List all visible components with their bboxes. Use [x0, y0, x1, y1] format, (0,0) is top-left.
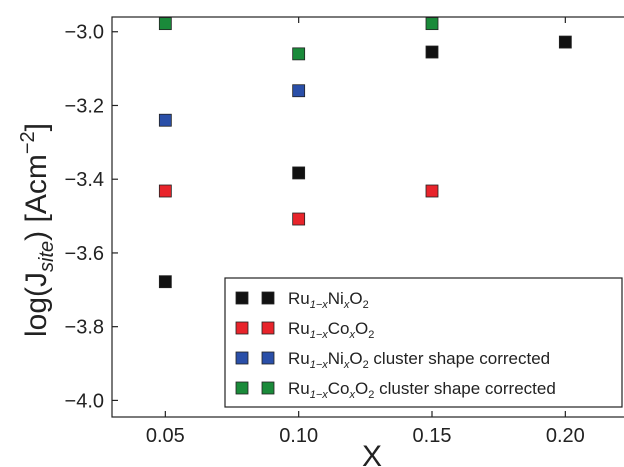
y-tick-label: −3.6 — [65, 243, 104, 265]
point-ru-ni — [292, 166, 306, 180]
y-tick-label: −3.2 — [65, 95, 104, 117]
legend-marker-ru-co — [261, 321, 275, 335]
legend-marker-ru-ni — [235, 291, 249, 305]
x-tick-label: 0.05 — [146, 425, 185, 447]
legend-marker-ru-ni — [261, 291, 275, 305]
plot-area — [111, 16, 624, 418]
legend-marker-ru-co-corrected — [261, 381, 275, 395]
legend-label-ru-co-corrected: Ru1−xCoxO2 cluster shape corrected — [288, 379, 556, 401]
legend-marker-ru-ni-corrected — [261, 351, 275, 365]
legend-label-ru-ni: Ru1−xNixO2 — [288, 289, 369, 311]
y-tick-label: −3.4 — [65, 169, 104, 191]
y-axis-title-subscript: site — [36, 241, 58, 272]
point-ru-co — [158, 184, 172, 198]
legend-label-ru-ni-corrected: Ru1−xNixO2 cluster shape corrected — [288, 349, 550, 371]
x-tick-label: 0.20 — [546, 425, 585, 447]
point-ru-ni-corrected — [158, 113, 172, 127]
x-tick-label: 0.10 — [279, 425, 318, 447]
x-axis-title: X — [362, 440, 382, 467]
point-ru-co-corrected — [292, 47, 306, 61]
point-ru-co-corrected — [158, 17, 172, 31]
legend-marker-ru-co — [235, 321, 249, 335]
point-ru-ni — [158, 275, 172, 289]
y-axis-title: log(Jsite) [Acm−2] — [17, 123, 58, 337]
y-tick-label: −3.8 — [65, 317, 104, 339]
axis-ticks: 0.05 0.10 0.15 0.20 −3.0 −3.2 −3.4 −3.6 −3.8 −4.0 — [65, 17, 585, 447]
point-ru-ni — [425, 45, 439, 59]
point-ru-co — [425, 184, 439, 198]
point-ru-ni-corrected — [292, 84, 306, 98]
x-tick-label: 0.15 — [413, 425, 452, 447]
point-ru-ni — [558, 35, 572, 49]
legend-marker-ru-co-corrected — [235, 381, 249, 395]
y-tick-label: −4.0 — [65, 390, 104, 412]
point-ru-co-corrected — [425, 17, 439, 31]
data-points — [158, 17, 572, 289]
legend: Ru1−xNixO2 Ru1−xCoxO2 Ru1−xNixO2 cluster s… — [224, 277, 623, 408]
legend-label-ru-co: Ru1−xCoxO2 — [288, 319, 374, 341]
legend-box — [224, 277, 623, 408]
y-tick-label: −3.0 — [65, 22, 104, 44]
point-ru-co — [292, 212, 306, 226]
legend-marker-ru-ni-corrected — [235, 351, 249, 365]
